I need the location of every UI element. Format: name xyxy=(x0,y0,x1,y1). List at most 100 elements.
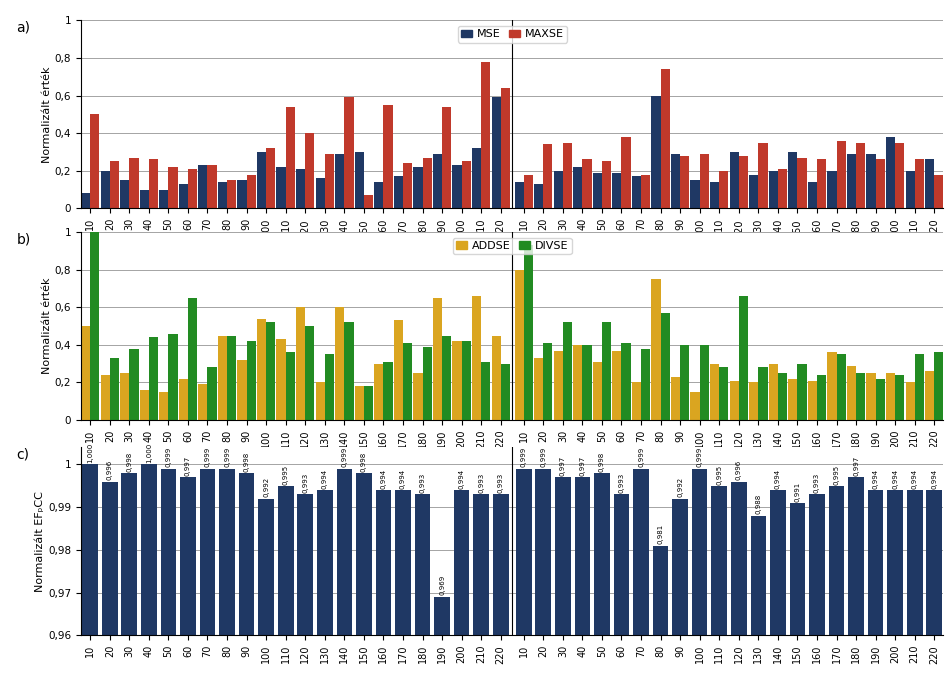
Text: 0,999: 0,999 xyxy=(540,447,545,467)
Bar xyxy=(652,546,667,683)
Bar xyxy=(471,148,481,208)
Bar xyxy=(787,378,797,420)
Text: 0,994: 0,994 xyxy=(891,469,897,489)
Bar xyxy=(807,380,816,420)
Bar xyxy=(768,171,777,208)
Bar xyxy=(933,352,942,420)
Text: 1,000: 1,000 xyxy=(146,443,151,463)
Bar xyxy=(129,348,138,420)
Text: 0,999: 0,999 xyxy=(696,447,702,467)
Bar xyxy=(239,473,254,683)
Bar xyxy=(904,382,914,420)
Bar xyxy=(149,160,158,208)
Bar xyxy=(473,494,488,683)
Bar xyxy=(846,154,855,208)
Bar xyxy=(592,362,602,420)
Text: 0,999: 0,999 xyxy=(224,447,229,467)
Bar xyxy=(631,176,641,208)
Text: 0,994: 0,994 xyxy=(872,469,878,489)
Bar xyxy=(719,171,727,208)
Bar xyxy=(149,337,158,420)
Text: 0,995: 0,995 xyxy=(716,464,722,484)
Bar xyxy=(582,345,591,420)
Bar xyxy=(140,390,149,420)
Bar xyxy=(315,178,325,208)
Text: 0,999: 0,999 xyxy=(520,447,526,467)
Bar xyxy=(632,469,648,683)
Bar xyxy=(169,333,177,420)
Bar xyxy=(670,154,680,208)
Bar xyxy=(481,362,490,420)
Bar xyxy=(777,169,786,208)
Bar xyxy=(593,473,609,683)
Bar xyxy=(336,469,352,683)
Text: 0,991: 0,991 xyxy=(794,482,800,501)
Text: 4: 4 xyxy=(291,480,299,493)
Bar xyxy=(524,245,532,420)
Bar xyxy=(914,160,922,208)
Bar xyxy=(109,161,119,208)
Text: 0,994: 0,994 xyxy=(774,469,780,489)
Bar xyxy=(554,477,570,683)
Bar xyxy=(680,345,688,420)
Bar xyxy=(188,169,197,208)
Bar xyxy=(393,176,403,208)
Bar xyxy=(90,232,99,420)
Text: Különböző modellek: Különböző modellek xyxy=(446,510,578,523)
Bar xyxy=(709,363,719,420)
Bar xyxy=(120,373,129,420)
Y-axis label: Normalizált érték: Normalizált érték xyxy=(42,278,52,374)
Bar xyxy=(651,96,660,208)
Bar xyxy=(159,189,169,208)
Bar xyxy=(699,154,708,208)
Bar xyxy=(432,298,442,420)
Text: 0,997: 0,997 xyxy=(559,456,565,476)
Text: 0,998: 0,998 xyxy=(127,451,132,472)
Bar xyxy=(81,326,90,420)
Bar xyxy=(904,171,914,208)
Text: 0,999: 0,999 xyxy=(341,447,347,467)
Bar xyxy=(492,494,508,683)
Text: 0,995: 0,995 xyxy=(833,464,839,484)
Bar xyxy=(671,499,687,683)
Bar xyxy=(924,372,933,420)
Bar xyxy=(101,375,109,420)
Bar xyxy=(855,143,864,208)
Bar xyxy=(885,137,894,208)
Bar xyxy=(81,193,90,208)
Bar xyxy=(748,175,758,208)
Text: 5: 5 xyxy=(724,268,732,281)
Text: 0,994: 0,994 xyxy=(930,469,936,489)
Bar xyxy=(276,167,286,208)
Bar xyxy=(797,158,805,208)
Text: 0,993: 0,993 xyxy=(813,473,819,493)
Text: 0,996: 0,996 xyxy=(735,460,741,480)
Text: c): c) xyxy=(16,447,30,461)
Text: 0,981: 0,981 xyxy=(657,524,663,544)
Bar xyxy=(121,473,137,683)
Bar xyxy=(602,322,610,420)
Bar xyxy=(885,373,894,420)
Bar xyxy=(208,165,216,208)
Bar xyxy=(875,160,883,208)
Bar xyxy=(422,158,431,208)
Bar xyxy=(699,345,708,420)
Bar xyxy=(574,477,589,683)
Text: b): b) xyxy=(16,232,30,246)
Bar xyxy=(305,133,314,208)
Bar xyxy=(120,180,129,208)
Bar xyxy=(826,171,836,208)
Bar xyxy=(395,490,410,683)
Bar xyxy=(247,341,255,420)
Bar xyxy=(533,358,543,420)
Bar xyxy=(894,375,903,420)
Bar xyxy=(621,343,630,420)
Text: 0,998: 0,998 xyxy=(361,451,367,472)
Bar xyxy=(305,326,314,420)
Bar xyxy=(894,143,903,208)
Bar xyxy=(515,469,531,683)
Bar xyxy=(296,169,305,208)
Bar xyxy=(729,152,738,208)
Bar xyxy=(828,486,843,683)
Text: 0,993: 0,993 xyxy=(419,473,426,493)
